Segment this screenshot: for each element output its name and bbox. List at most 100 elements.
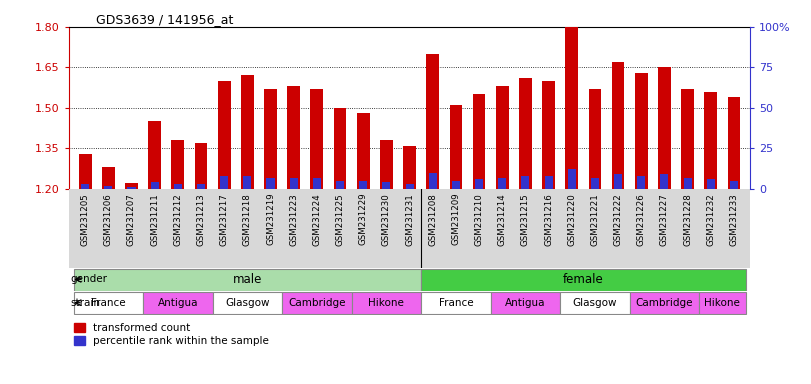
Text: GSM231213: GSM231213 [196,193,205,246]
Bar [565,27,578,189]
Text: GSM231226: GSM231226 [637,193,646,246]
Bar [220,176,228,189]
Bar [241,76,254,189]
Bar [311,89,324,189]
Text: GDS3639 / 141956_at: GDS3639 / 141956_at [97,13,234,26]
Bar [681,89,694,189]
Text: Hikone: Hikone [368,298,405,308]
Bar [519,78,532,189]
Bar [143,292,212,314]
Bar [491,292,560,314]
Bar [427,54,439,189]
Text: Cambridge: Cambridge [288,298,345,308]
Text: Cambridge: Cambridge [636,298,693,308]
Bar [243,176,251,189]
Text: GSM231210: GSM231210 [474,193,483,246]
Bar [421,292,491,314]
Text: GSM231231: GSM231231 [405,193,414,246]
Text: GSM231218: GSM231218 [242,193,252,246]
Bar [81,184,89,189]
Bar [406,184,414,189]
Bar [197,184,205,189]
Bar [148,121,161,189]
Bar [79,154,92,189]
Bar [637,176,646,189]
Bar [380,140,393,189]
Bar [730,181,738,189]
Text: female: female [563,273,603,286]
Text: GSM231227: GSM231227 [660,193,669,246]
Bar [684,177,692,189]
Bar [560,292,629,314]
Bar [333,108,346,189]
Bar [264,89,277,189]
Bar [475,179,483,189]
Bar [705,92,717,189]
Text: GSM231233: GSM231233 [729,193,739,246]
Bar [125,184,138,189]
Bar [127,187,135,189]
Bar [589,89,601,189]
Text: Antigua: Antigua [157,298,198,308]
Text: Glasgow: Glasgow [225,298,269,308]
Text: GSM231225: GSM231225 [336,193,345,246]
Text: GSM231211: GSM231211 [150,193,159,246]
Text: GSM231215: GSM231215 [521,193,530,246]
Bar [290,177,298,189]
Text: GSM231216: GSM231216 [544,193,553,246]
Bar [568,169,576,189]
Text: GSM231221: GSM231221 [590,193,599,246]
Bar [591,177,599,189]
Text: GSM231228: GSM231228 [683,193,692,246]
Bar [727,97,740,189]
Text: France: France [91,298,126,308]
Bar [629,292,699,314]
Bar [452,181,460,189]
Bar [611,62,624,189]
Text: GSM231206: GSM231206 [104,193,113,246]
Text: GSM231220: GSM231220 [567,193,577,246]
Text: GSM231224: GSM231224 [312,193,321,246]
Bar [429,173,437,189]
Bar [544,176,552,189]
Bar [359,181,367,189]
Legend: transformed count, percentile rank within the sample: transformed count, percentile rank withi… [74,323,268,346]
Bar [658,67,671,189]
Bar [660,174,668,189]
Text: France: France [439,298,473,308]
Bar [521,176,530,189]
Text: GSM231208: GSM231208 [428,193,437,246]
Bar [352,292,421,314]
Bar [706,179,714,189]
Text: GSM231229: GSM231229 [358,193,367,245]
Bar [105,185,113,189]
Bar [171,140,184,189]
Bar [496,86,508,189]
Text: GSM231209: GSM231209 [452,193,461,245]
Bar [382,182,390,189]
Bar [543,81,555,189]
Text: GSM231207: GSM231207 [127,193,136,246]
Bar [212,292,282,314]
Bar [498,177,506,189]
Bar [473,94,486,189]
Bar [74,292,143,314]
Bar [699,292,745,314]
Text: GSM231212: GSM231212 [174,193,182,246]
Bar [357,113,370,189]
Text: GSM231222: GSM231222 [614,193,623,246]
Text: GSM231230: GSM231230 [382,193,391,246]
Text: GSM231214: GSM231214 [498,193,507,246]
Text: Antigua: Antigua [505,298,546,308]
Text: male: male [233,273,262,286]
Text: GSM231217: GSM231217 [220,193,229,246]
Bar [74,268,421,291]
Bar [282,292,352,314]
Bar [421,268,745,291]
Bar [102,167,114,189]
Text: gender: gender [70,274,107,284]
Bar [313,177,321,189]
Bar [195,143,208,189]
Bar [614,174,622,189]
Text: GSM231223: GSM231223 [290,193,298,246]
